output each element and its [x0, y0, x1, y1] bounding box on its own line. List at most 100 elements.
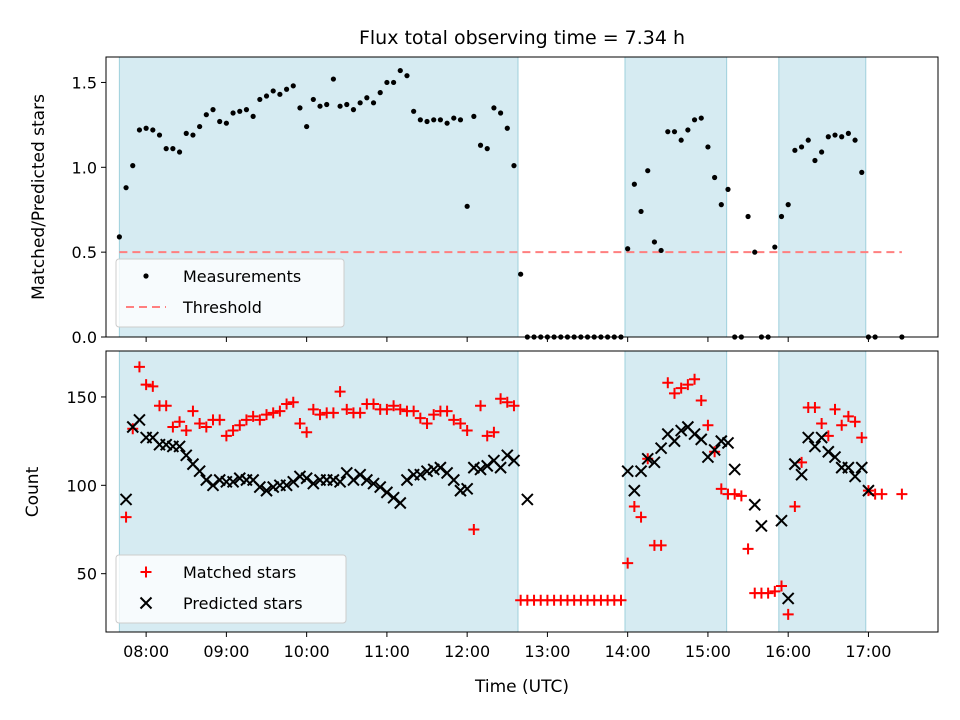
- measurement-point: [136, 127, 143, 133]
- matched-star-marker: [140, 379, 152, 391]
- matched-star-marker: [735, 490, 747, 502]
- measurement-point: [330, 76, 336, 82]
- measurement-point: [283, 86, 290, 92]
- matched-star-marker: [775, 580, 787, 592]
- measurement-point: [785, 202, 791, 208]
- measurement-point: [424, 118, 430, 125]
- measurement-point: [658, 247, 664, 254]
- measurement-point: [685, 127, 691, 133]
- predicted-star-marker: [802, 431, 815, 444]
- matched-star-marker: [702, 419, 714, 431]
- predicted-star-marker: [674, 424, 688, 437]
- predicted-stars-points: [119, 413, 875, 605]
- x-tick-label: 09:00: [203, 642, 249, 661]
- matched-star-marker: [368, 398, 380, 410]
- matched-star-marker: [301, 426, 313, 438]
- matched-star-marker: [729, 488, 741, 500]
- x-tick-label: 11:00: [364, 642, 410, 661]
- matched-star-marker: [816, 417, 828, 429]
- measurement-point: [130, 163, 136, 169]
- measurement-point: [197, 123, 203, 130]
- matched-star-marker: [428, 409, 440, 421]
- figure-title: Flux total observing time = 7.34 h: [359, 27, 685, 49]
- measurement-point: [203, 112, 209, 118]
- measurement-point: [263, 93, 270, 99]
- measurement-point: [143, 125, 149, 131]
- bottom-legend: Matched stars Predicted stars: [115, 554, 347, 624]
- matched-star-marker: [635, 511, 647, 523]
- predicted-star-marker: [634, 464, 648, 478]
- measurement-point: [819, 149, 825, 155]
- predicted-star-marker: [360, 473, 374, 487]
- predicted-star-marker: [668, 434, 681, 448]
- legend-label: Threshold: [182, 298, 262, 317]
- measurement-point: [250, 113, 256, 119]
- measurement-point: [484, 146, 490, 152]
- predicted-star-marker: [788, 457, 802, 471]
- matched-star-marker: [715, 483, 727, 495]
- matched-star-marker: [261, 409, 273, 421]
- measurement-point: [691, 117, 698, 123]
- measurement-point: [230, 110, 236, 116]
- matched-star-marker: [782, 608, 794, 620]
- measurement-point: [497, 110, 504, 116]
- predicted-star-marker: [862, 484, 875, 497]
- y-tick-label: 1.0: [72, 158, 97, 177]
- predicted-star-marker: [648, 456, 661, 469]
- measurement-point: [304, 123, 310, 130]
- matched-star-marker: [307, 403, 319, 415]
- measurement-point: [156, 132, 163, 138]
- predicted-star-marker: [628, 484, 641, 497]
- measurement-point: [518, 271, 524, 277]
- matched-star-marker: [454, 417, 466, 429]
- shaded-region: [624, 57, 727, 337]
- measurement-point: [825, 134, 831, 140]
- matched-star-marker: [448, 414, 460, 426]
- measurement-point: [752, 249, 758, 255]
- measurement-point: [431, 117, 437, 123]
- matched-star-marker: [200, 421, 212, 433]
- matched-star-marker: [742, 543, 754, 555]
- predicted-star-marker: [848, 470, 862, 483]
- matched-star-marker: [334, 386, 346, 398]
- legend-box: [115, 258, 345, 328]
- matched-star-marker: [836, 419, 848, 431]
- measurement-point: [859, 169, 865, 175]
- matched-star-marker: [147, 380, 159, 392]
- matched-star-marker: [421, 417, 433, 429]
- measurement-point: [832, 132, 838, 138]
- matched-star-marker: [809, 402, 821, 414]
- matched-star-marker: [214, 414, 226, 426]
- matched-star-marker: [508, 400, 520, 412]
- matched-star-marker: [227, 425, 239, 437]
- measurement-point: [257, 96, 263, 103]
- shaded-region: [778, 57, 866, 337]
- predicted-star-marker: [507, 454, 521, 467]
- measurement-point: [324, 101, 330, 108]
- matched-star-marker: [709, 446, 721, 458]
- matched-star-marker: [267, 407, 279, 419]
- x-tick-label: 08:00: [123, 642, 169, 661]
- bottom-y-axis-label: Count: [23, 466, 43, 517]
- measurement-point: [625, 246, 631, 252]
- bottom-x-axis-label: Time (UTC): [474, 677, 569, 697]
- matched-star-marker: [829, 403, 841, 415]
- matched-star-marker: [695, 394, 707, 406]
- top-shaded-regions: [118, 57, 867, 337]
- matched-star-marker: [662, 377, 674, 389]
- measurement-point: [491, 105, 497, 111]
- predicted-star-marker: [414, 468, 427, 481]
- matched-star-marker: [120, 511, 132, 523]
- measurement-point: [411, 108, 417, 114]
- measurement-point: [792, 147, 798, 153]
- matched-star-marker: [294, 417, 306, 429]
- matched-star-marker: [622, 557, 634, 569]
- predicted-star-marker: [260, 484, 273, 497]
- measurement-point: [370, 100, 377, 106]
- matched-star-marker: [281, 398, 293, 410]
- bottom-plot-frame: [105, 350, 939, 633]
- matched-star-marker: [240, 414, 252, 426]
- measurement-point: [504, 125, 510, 131]
- matched-star-marker: [628, 501, 640, 513]
- matched-star-marker: [388, 400, 400, 412]
